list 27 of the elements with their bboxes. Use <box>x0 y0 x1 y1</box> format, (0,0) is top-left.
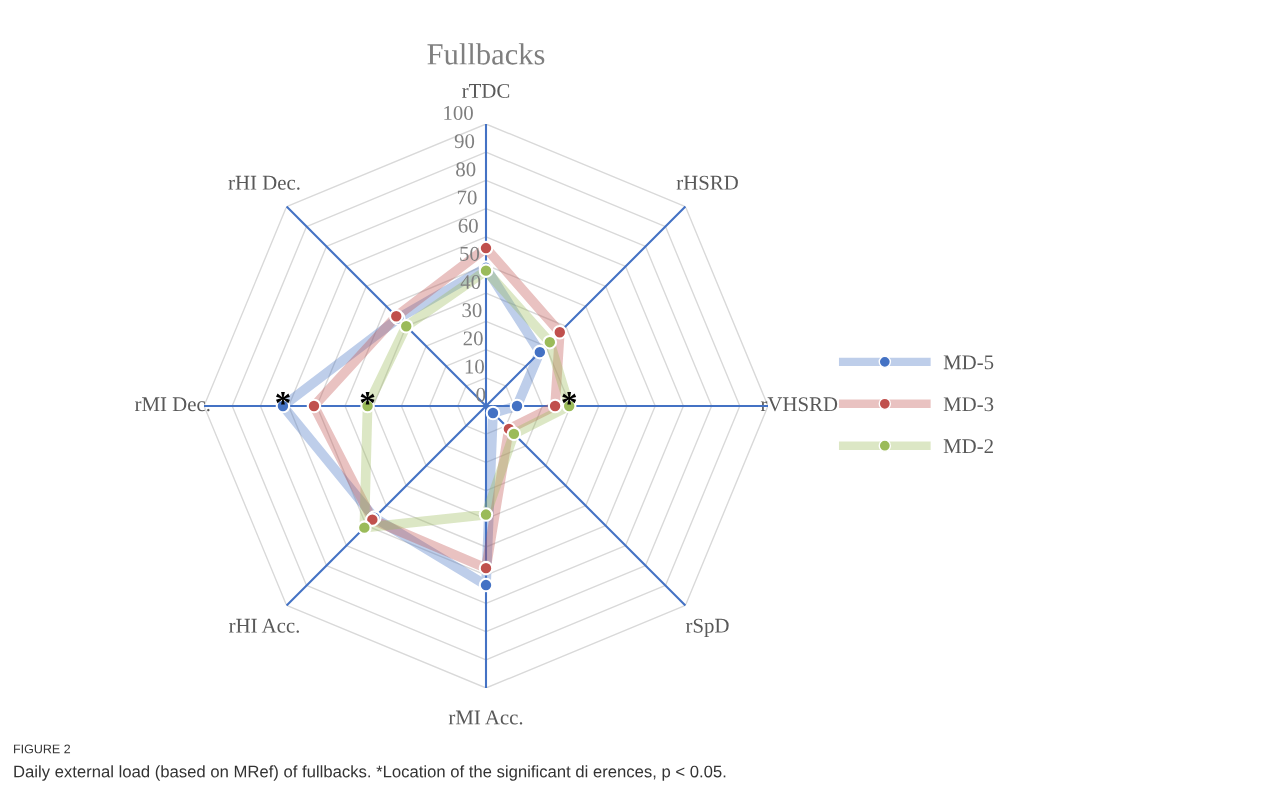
chart-title: Fullbacks <box>427 43 545 65</box>
legend-label: MD-2 <box>943 439 993 454</box>
y-tick-label: 70 <box>457 190 477 205</box>
y-tick-label: 50 <box>460 246 480 261</box>
data-label: * <box>360 392 375 405</box>
caption: FIGURE 2 <box>14 744 71 754</box>
spoke-label: rHSRD <box>676 175 738 190</box>
data-label: * <box>276 392 290 405</box>
spoke-label: rSpD <box>685 618 729 637</box>
y-tick-label: 60 <box>458 218 478 233</box>
y-tick-label: 30 <box>462 303 482 318</box>
y-tick-label: 80 <box>456 162 476 177</box>
y-tick-label: 40 <box>460 275 481 290</box>
spoke-label: rHI Dec. <box>228 175 300 190</box>
y-tick-label: 20 <box>463 331 483 346</box>
y-tick-label: 90 <box>454 134 475 149</box>
text: Daily external load (based on MRef) of fullbacks. *Location of the significant di erences, p < 0.05. <box>14 765 726 781</box>
spoke-label: rMI Dec. <box>134 397 210 412</box>
y-tick-label: 100 <box>444 105 473 121</box>
legend-label: MD-3 <box>943 397 994 412</box>
spoke-label: rTDC <box>462 83 510 98</box>
y-tick-label: 10 <box>465 359 484 374</box>
spoke-label: rHI Acc. <box>229 618 299 633</box>
data-label: * <box>562 392 577 405</box>
legend-label: MD-5 <box>943 355 994 370</box>
spoke-label: rMI Acc. <box>448 710 523 725</box>
spoke-label: rVHSRD <box>760 397 838 412</box>
